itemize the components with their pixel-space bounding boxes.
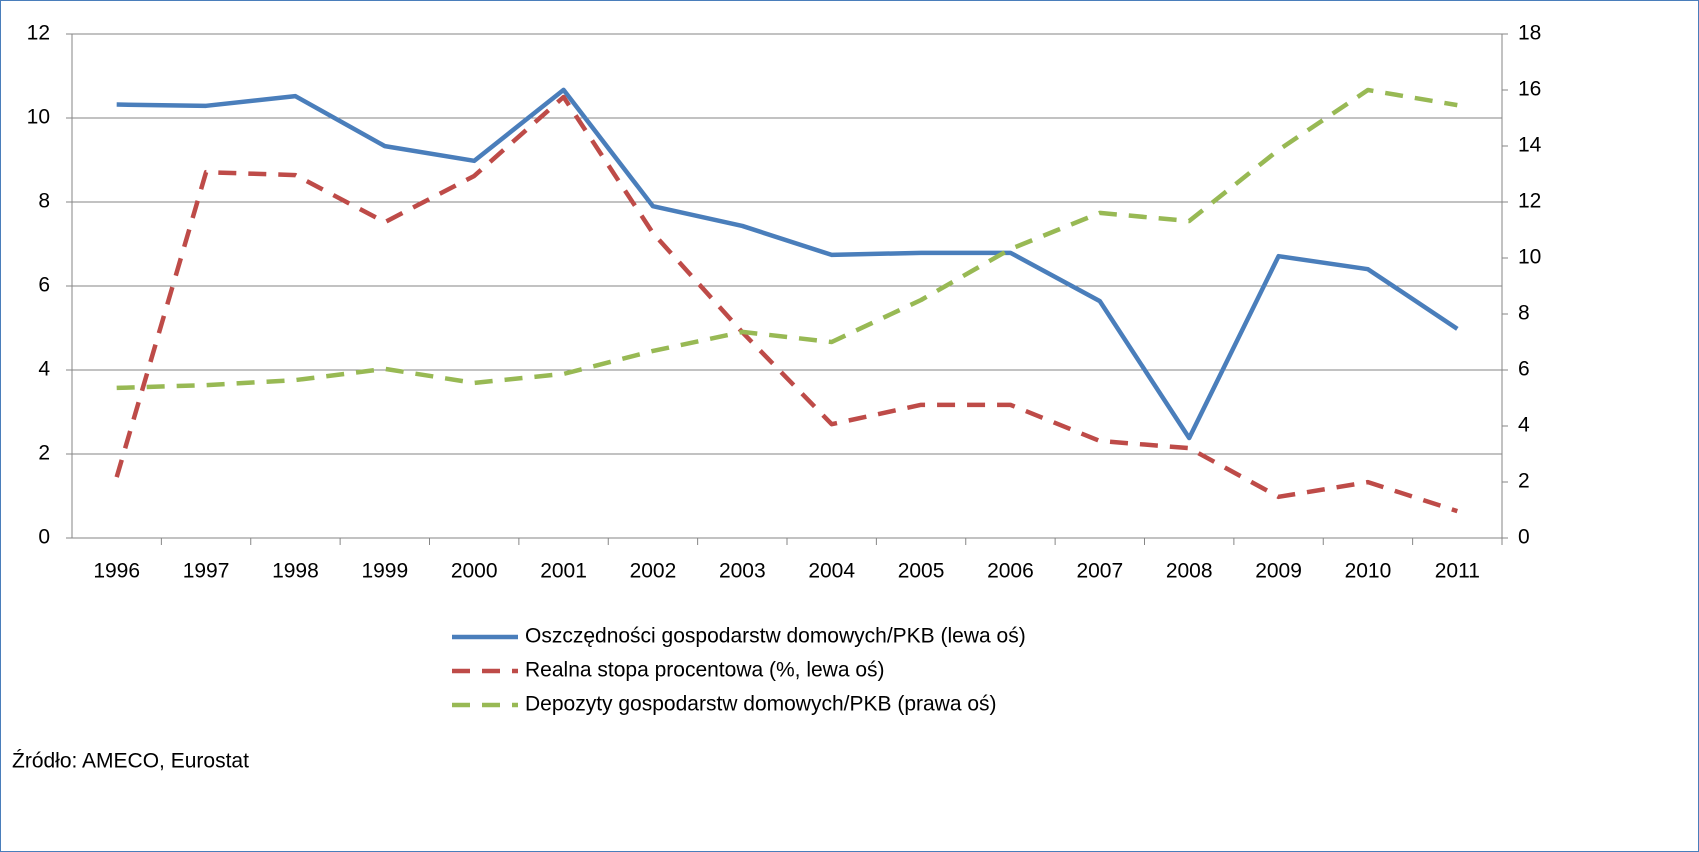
y2-tick-label: 14: [1518, 134, 1542, 157]
legend-label: Realna stopa procentowa (%, lewa oś): [525, 659, 885, 682]
series-line: [114, 94, 1459, 514]
y-tick-label: 12: [27, 22, 50, 45]
x-tick-label: 2002: [630, 560, 677, 583]
y2-tick-label: 8: [1518, 302, 1530, 325]
x-tick-label: 2006: [987, 560, 1034, 583]
legend-label: Depozyty gospodarstw domowych/PKB (prawa…: [525, 693, 997, 716]
series-line: [116, 87, 1458, 391]
series-line: [116, 87, 1459, 441]
x-tick-label: 2007: [1076, 560, 1123, 583]
y2-tick-label: 10: [1518, 246, 1541, 269]
y-tick-label: 4: [38, 358, 50, 381]
y-tick-label: 0: [38, 526, 50, 549]
y2-tick-label: 12: [1518, 190, 1541, 213]
x-tick-label: 2000: [451, 560, 498, 583]
y2-tick-label: 0: [1518, 526, 1530, 549]
source-note: Źródło: AMECO, Eurostat: [12, 750, 249, 773]
y-tick-label: 8: [38, 190, 50, 213]
x-tick-label: 2004: [808, 560, 855, 583]
x-tick-label: 2003: [719, 560, 766, 583]
x-tick-label: 1997: [183, 560, 230, 583]
y2-tick-label: 16: [1518, 78, 1541, 101]
x-tick-label: 2005: [898, 560, 945, 583]
x-tick-label: 2009: [1255, 560, 1302, 583]
y-tick-label: 2: [38, 442, 50, 465]
y2-tick-label: 18: [1518, 22, 1541, 45]
y2-tick-label: 4: [1518, 414, 1530, 437]
y2-tick-label: 6: [1518, 358, 1530, 381]
x-tick-label: 1998: [272, 560, 319, 583]
y-tick-label: 6: [38, 274, 50, 297]
y2-tick-label: 2: [1518, 470, 1530, 493]
x-tick-label: 2001: [540, 560, 587, 583]
x-tick-label: 2008: [1166, 560, 1213, 583]
x-tick-label: 2011: [1435, 560, 1480, 583]
y-tick-label: 10: [27, 106, 50, 129]
legend-label: Oszczędności gospodarstw domowych/PKB (l…: [525, 625, 1026, 648]
x-tick-label: 1999: [361, 560, 408, 583]
x-tick-label: 2010: [1345, 560, 1392, 583]
x-tick-label: 1996: [93, 560, 140, 583]
